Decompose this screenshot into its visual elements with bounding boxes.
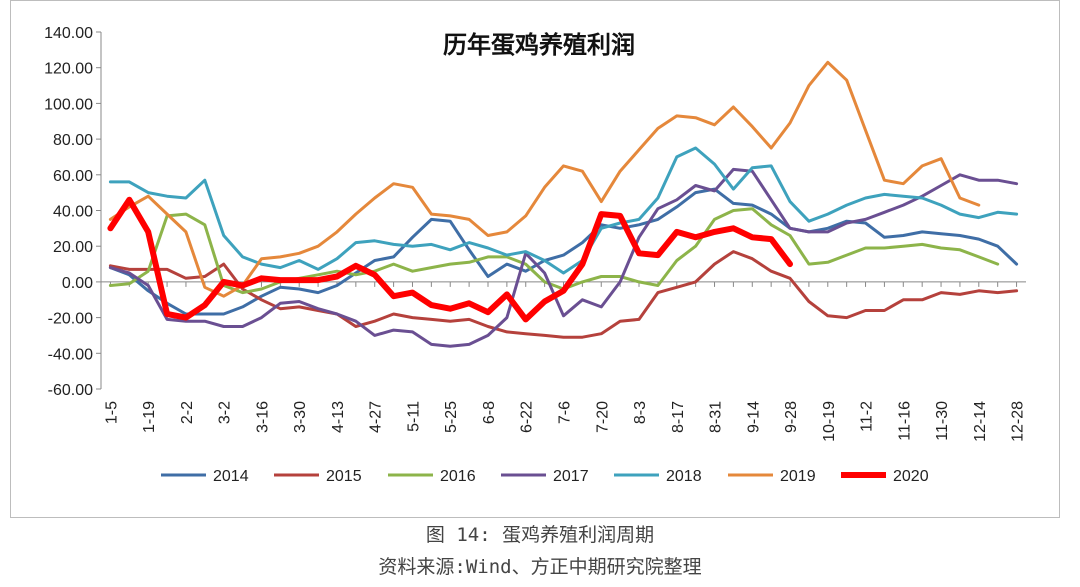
y-tick-label: 40.00 (53, 204, 93, 221)
x-tick-label: 9-28 (783, 401, 800, 433)
series-line-2015 (108, 250, 1019, 339)
legend-label-2016: 2016 (440, 468, 476, 485)
figure-caption: 图 14: 蛋鸡养殖利润周期 (425, 524, 655, 546)
legend-label-2014: 2014 (213, 468, 249, 485)
x-tick-label: 3-16 (254, 401, 271, 433)
x-tick-label: 1-5 (103, 401, 120, 424)
x-tick-label: 7-6 (557, 401, 574, 424)
x-tick-label: 8-17 (670, 401, 687, 433)
series-line-2017 (108, 167, 1019, 348)
y-tick-label: 60.00 (53, 168, 93, 185)
y-tick-label: -20.00 (48, 311, 93, 328)
x-tick-label: 8-31 (708, 401, 725, 433)
y-tick-label: 0.00 (62, 275, 93, 292)
source-caption: 资料来源:Wind、方正中期研究院整理 (378, 556, 702, 578)
y-tick-label: 80.00 (53, 132, 93, 149)
x-tick-label: 12-28 (1010, 401, 1027, 442)
y-tick-label: 20.00 (53, 239, 93, 256)
x-tick-label: 4-27 (368, 401, 385, 433)
legend-label-2017: 2017 (553, 468, 589, 485)
x-tick-label: 6-22 (519, 401, 536, 433)
legend-label-2018: 2018 (666, 468, 702, 485)
x-tick-label: 9-14 (745, 401, 762, 433)
y-tick-label: 120.00 (44, 61, 93, 78)
series-line-2014 (108, 187, 1019, 316)
x-tick-label: 11-30 (934, 401, 951, 441)
x-tick-label: 3-2 (217, 401, 234, 424)
x-tick-label: 11-16 (896, 401, 913, 441)
x-tick-label: 7-20 (594, 401, 611, 433)
x-tick-label: 5-25 (443, 401, 460, 433)
legend-label-2020: 2020 (893, 468, 929, 485)
x-tick-label: 6-8 (481, 401, 498, 424)
series-line-2019 (108, 60, 981, 298)
legend-label-2019: 2019 (780, 468, 816, 485)
x-tick-label: 2-2 (179, 401, 196, 424)
legend-label-2015: 2015 (326, 468, 362, 485)
x-tick-label: 8-3 (632, 401, 649, 424)
x-tick-label: 4-13 (330, 401, 347, 433)
y-tick-label: 100.00 (44, 96, 93, 113)
line-chart: 历年蛋鸡养殖利润 140.00 120.00 100.00 80.00 60.00 40.… (44, 25, 1026, 485)
x-tick-label: 3-30 (292, 401, 309, 433)
axes: 140.00 120.00 100.00 80.00 60.00 40.00 20.00 0.… (44, 25, 1026, 442)
x-tick-label: 11-2 (859, 401, 876, 432)
series-line-2016 (108, 207, 1000, 295)
x-tick-label: 10-19 (821, 401, 838, 442)
chart-frame: 历年蛋鸡养殖利润 140.00 120.00 100.00 80.00 60.00 40.… (10, 0, 1060, 518)
x-tick-label: 12-14 (972, 401, 989, 442)
x-tick-label: 1-19 (141, 401, 158, 433)
y-tick-label: 140.00 (44, 25, 93, 42)
series-lines (107, 60, 1019, 348)
x-tick-label: 5-11 (405, 401, 422, 432)
y-tick-label: -60.00 (48, 382, 93, 399)
chart-title: 历年蛋鸡养殖利润 (443, 31, 635, 59)
series-line-2020 (107, 196, 793, 323)
series-line-2018 (108, 146, 1019, 275)
legend: 2014 2015 2016 2017 2018 2019 2020 (161, 468, 929, 485)
y-tick-label: -40.00 (48, 346, 93, 363)
